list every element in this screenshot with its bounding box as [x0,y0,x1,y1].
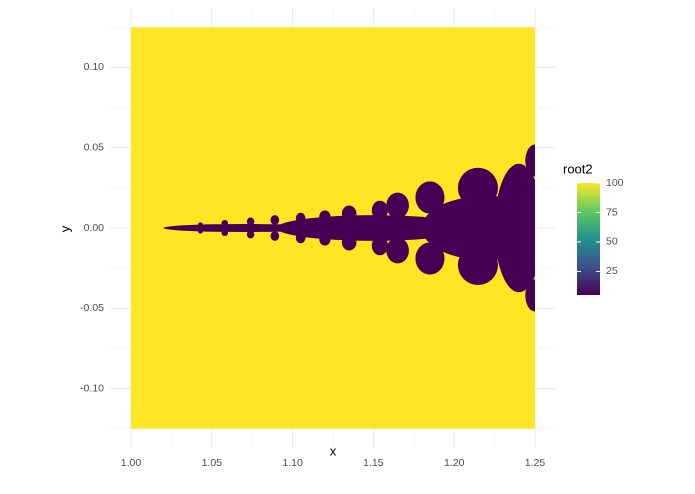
fractal-region [371,236,388,256]
x-tick-label: 1.25 [525,457,546,469]
legend-tick-label: 50 [606,236,618,248]
fractal-region [457,244,498,286]
legend-title: root2 [563,161,593,176]
fractal-region [295,212,306,224]
fractal-region [494,163,535,293]
colorbar [577,183,600,295]
fractal-region [525,279,535,312]
fractal-region [319,210,331,224]
fractal-region [386,237,409,264]
axes: 1.00 1.05 1.10 1.15 1.20 1.25 -0.10 -0.05 0.00 0.… [80,61,545,469]
fractal-region [198,222,203,228]
x-tick-label: 1.00 [121,457,142,469]
fractal-region [221,229,228,237]
fractal-region [295,232,306,244]
x-tick-label: 1.20 [444,457,465,469]
y-tick-label: 0.05 [84,141,105,153]
fractal-region [415,242,445,275]
fractal-region [341,205,357,222]
y-tick-label: 0.10 [84,61,105,73]
legend-tick-label: 100 [606,177,624,189]
legend-tick-label: 25 [606,265,618,277]
fractal-region [270,215,280,225]
fractal-region [246,230,255,239]
x-tick-label: 1.05 [202,457,223,469]
fractal-region [198,228,203,234]
fractal-region [270,231,280,241]
y-tick-label: -0.05 [80,302,104,314]
fractal-region [319,232,331,246]
x-axis-label: x [330,443,337,458]
legend-tick-label: 75 [606,206,618,218]
fractal [163,144,535,312]
fractal-region [221,219,228,227]
fractal-region [415,181,445,214]
raster [131,27,535,429]
x-tick-label: 1.15 [363,457,384,469]
x-tick-label: 1.10 [282,457,303,469]
fractal-region [371,200,388,220]
y-tick-label: -0.10 [80,382,104,394]
fractal-region [525,144,535,177]
fractal-region [386,192,409,219]
fractal-region [246,217,255,226]
fractal-region [341,234,357,251]
legend: 25 50 75 100 [577,177,624,277]
y-tick-label: 0.00 [84,222,105,234]
y-axis-label: y [57,225,72,232]
fractal-region [457,167,498,208]
